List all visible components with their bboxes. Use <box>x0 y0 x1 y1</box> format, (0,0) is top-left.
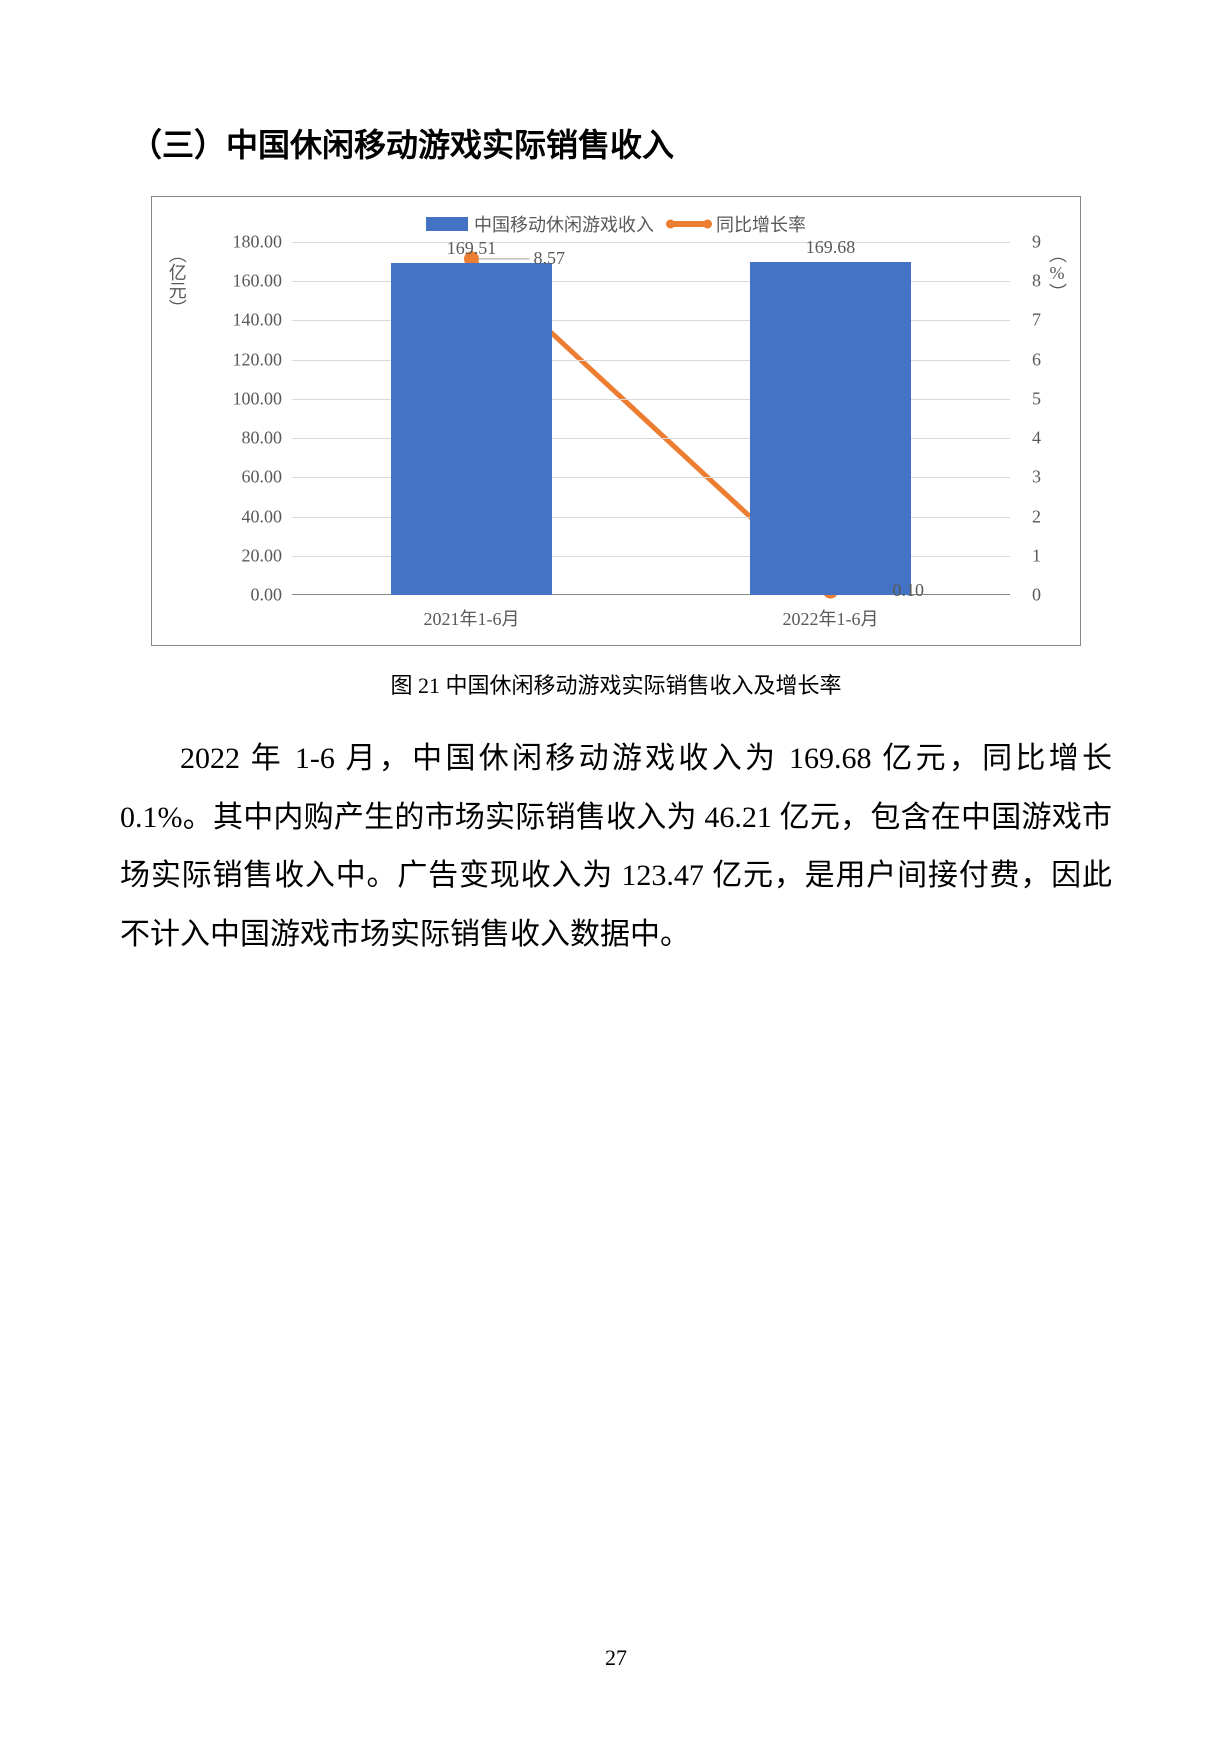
y-right-tick-label: 0 <box>1032 585 1041 606</box>
x-axis-label: 2022年1-6月 <box>783 605 879 631</box>
y-left-tick-label: 140.00 <box>233 310 283 331</box>
y-left-tick-label: 20.00 <box>242 545 283 566</box>
legend-bar-label: 中国移动休闲游戏收入 <box>474 211 654 237</box>
chart-legend: 中国移动休闲游戏收入 同比增长率 <box>152 211 1080 237</box>
legend-line-label: 同比增长率 <box>716 211 806 237</box>
y-left-tick-label: 100.00 <box>233 388 283 409</box>
revenue-chart: 中国移动休闲游戏收入 同比增长率 （亿元） （%） 0.00020.00140.… <box>151 196 1081 646</box>
y-right-axis-title: （%） <box>1046 245 1066 305</box>
line-value-label: 8.57 <box>534 248 566 269</box>
y-left-tick-label: 160.00 <box>233 271 283 292</box>
figure-caption: 图 21 中国休闲移动游戏实际销售收入及增长率 <box>120 668 1112 700</box>
body-paragraph-text: 2022 年 1-6 月，中国休闲移动游戏收入为 169.68 亿元，同比增长 … <box>120 742 1112 951</box>
grid-line <box>292 242 1010 243</box>
page-number: 27 <box>0 1645 1232 1671</box>
legend-line-swatch <box>668 221 710 227</box>
bar-value-label: 169.68 <box>806 237 856 258</box>
plot-area: 0.00020.00140.00260.00380.004100.005120.… <box>292 242 1010 595</box>
legend-bar: 中国移动休闲游戏收入 <box>426 211 654 237</box>
body-paragraph: 2022 年 1-6 月，中国休闲移动游戏收入为 169.68 亿元，同比增长 … <box>120 730 1112 964</box>
y-right-tick-label: 5 <box>1032 388 1041 409</box>
y-right-tick-label: 3 <box>1032 467 1041 488</box>
y-left-tick-label: 180.00 <box>233 232 283 253</box>
y-left-tick-label: 120.00 <box>233 349 283 370</box>
y-left-tick-label: 80.00 <box>242 428 283 449</box>
y-right-tick-label: 2 <box>1032 506 1041 527</box>
y-right-tick-label: 9 <box>1032 232 1041 253</box>
y-right-tick-label: 4 <box>1032 428 1041 449</box>
section-title: （三）中国休闲移动游戏实际销售收入 <box>130 120 1112 166</box>
y-right-tick-label: 7 <box>1032 310 1041 331</box>
y-left-tick-label: 40.00 <box>242 506 283 527</box>
x-axis-label: 2021年1-6月 <box>424 605 520 631</box>
y-right-tick-label: 1 <box>1032 545 1041 566</box>
y-left-tick-label: 60.00 <box>242 467 283 488</box>
bar <box>391 263 553 595</box>
legend-bar-swatch <box>426 217 468 231</box>
y-right-tick-label: 6 <box>1032 349 1041 370</box>
legend-line: 同比增长率 <box>668 211 806 237</box>
y-right-tick-label: 8 <box>1032 271 1041 292</box>
y-left-tick-label: 0.00 <box>251 585 283 606</box>
bar <box>750 262 912 595</box>
y-left-axis-title: （亿元） <box>166 245 186 325</box>
bar-value-label: 169.51 <box>447 238 497 259</box>
line-value-label: 0.10 <box>893 580 925 601</box>
